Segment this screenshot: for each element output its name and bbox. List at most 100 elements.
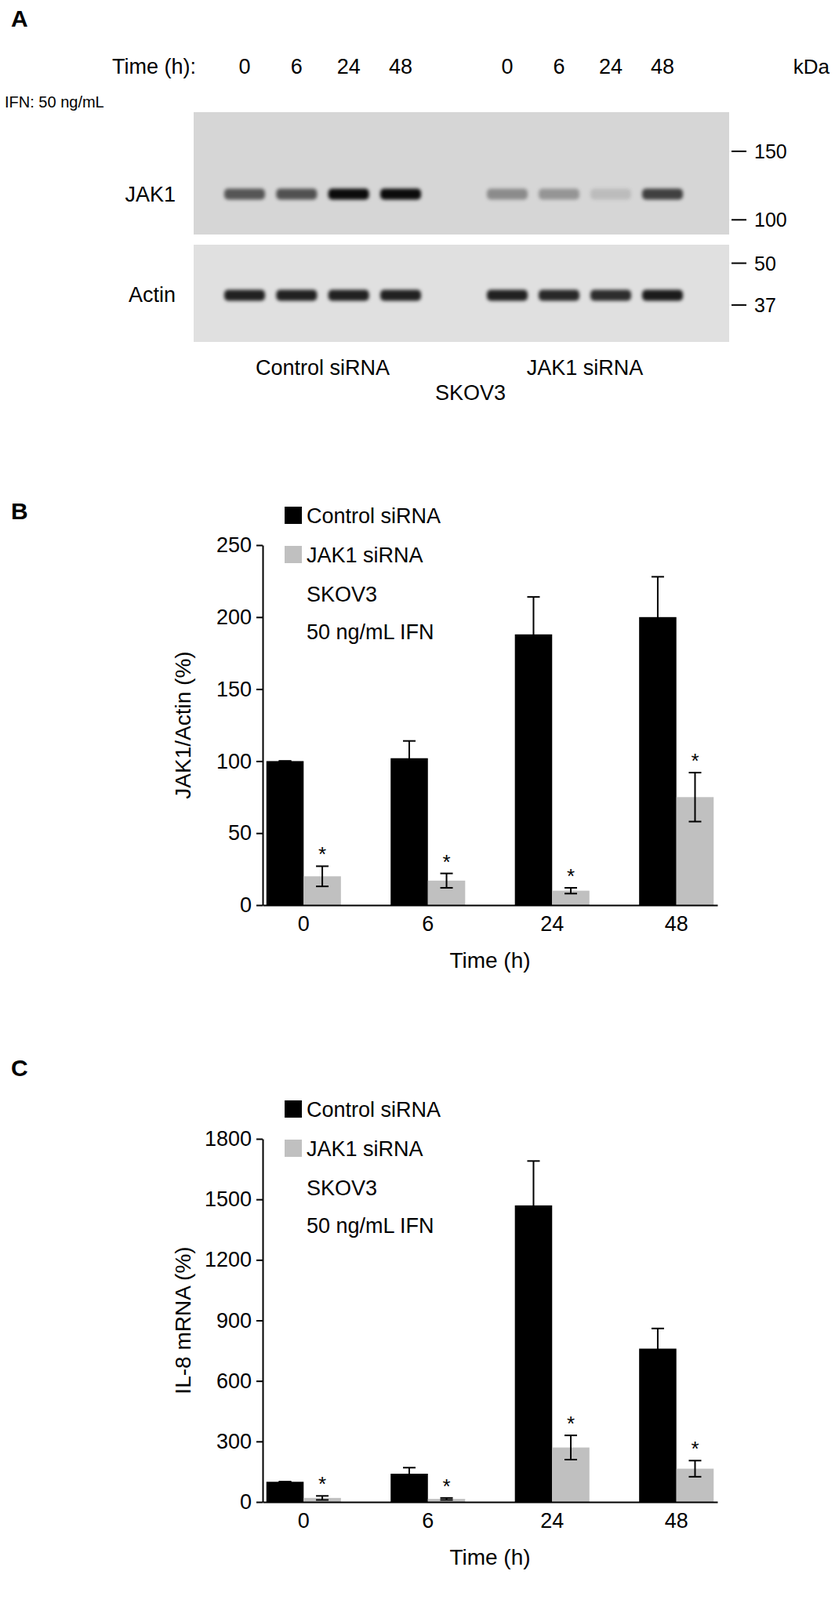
blot-row-label: Actin [128, 283, 176, 307]
blot-band [538, 289, 580, 301]
error-cap [402, 774, 416, 777]
error-bar [564, 887, 578, 894]
bar [515, 634, 553, 905]
error-bar [315, 865, 329, 886]
error-bar [564, 1434, 578, 1460]
error-cap [440, 1498, 454, 1500]
panel-label: A [10, 5, 29, 32]
error-cap [651, 1327, 665, 1329]
error-cap [402, 1478, 416, 1481]
error-cap [651, 575, 665, 578]
y-axis: 0300600900120015001800 [204, 1126, 264, 1514]
error-bar [526, 596, 540, 672]
error-bar [440, 873, 454, 888]
error-stem [693, 1459, 696, 1477]
error-cap [526, 671, 540, 673]
annotation: SKOV3 [306, 1176, 378, 1200]
bar [428, 1498, 466, 1502]
significance: * [318, 1471, 327, 1496]
y-tick-label: 50 [228, 820, 252, 845]
error-stem [657, 576, 659, 658]
y-tick-label: 150 [216, 677, 252, 701]
marker-label: 37 [754, 294, 777, 316]
blot-band [486, 188, 528, 200]
lane-time: 24 [337, 54, 361, 79]
x-tick: 48 [664, 1501, 689, 1533]
error-stem [569, 887, 572, 894]
y-tick-label: 1500 [204, 1187, 252, 1211]
lane-time: 48 [650, 54, 675, 79]
blot-band [590, 188, 632, 200]
x-tick-label: 0 [297, 1508, 310, 1533]
bar [551, 890, 590, 905]
bar [390, 758, 429, 905]
y-tick-label: 1200 [204, 1247, 252, 1271]
y-axis-title: JAK1/Actin (%) [170, 650, 196, 799]
cell-line-label: SKOV3 [435, 381, 506, 405]
x-axis: 062448 [263, 904, 719, 936]
significance: * [442, 1473, 451, 1498]
lane-time: 6 [290, 54, 303, 79]
blot-band [642, 289, 683, 301]
marker-dash [731, 218, 747, 221]
error-cap [279, 759, 292, 762]
significance: * [690, 748, 699, 773]
blot-band [380, 289, 422, 301]
blot-band [275, 188, 317, 200]
x-tick: 24 [540, 904, 564, 936]
lane-time: 24 [599, 54, 623, 79]
panel-label: C [10, 1054, 29, 1081]
y-tick-mark [256, 1379, 263, 1382]
x-tick-label: 0 [297, 911, 310, 936]
legend: Control siRNAJAK1 siRNASKOV350 ng/mL IFN [284, 504, 441, 644]
lane-time: 6 [552, 54, 565, 79]
unit-label: kDa [793, 54, 831, 79]
blot-band [380, 188, 422, 200]
legend-label: Control siRNA [306, 504, 441, 528]
x-tick-label: 24 [540, 1508, 564, 1533]
x-tick: 6 [421, 1501, 434, 1533]
error-stem [408, 1466, 411, 1479]
y-tick-mark [256, 904, 263, 907]
x-tick-label: 24 [540, 911, 564, 936]
x-axis-title: Time (h) [449, 1544, 531, 1569]
error-stem [693, 772, 696, 821]
group-label: Control siRNA [255, 355, 390, 380]
x-tick: 24 [540, 1501, 564, 1533]
error-bar [440, 1497, 454, 1500]
y-tick: 100 [216, 749, 263, 774]
legend-label: JAK1 siRNA [306, 543, 424, 567]
error-cap [688, 1475, 701, 1478]
error-bar [315, 1495, 329, 1500]
bar [266, 760, 305, 905]
blot-band [224, 289, 266, 301]
bar [266, 1481, 305, 1502]
blot-row-label: JAK1 [124, 182, 176, 207]
error-stem [446, 873, 448, 888]
annotation: SKOV3 [306, 582, 378, 607]
y-tick-mark [256, 1259, 263, 1261]
error-cap [526, 595, 540, 598]
x-tick-label: 6 [421, 911, 434, 936]
y-tick: 900 [216, 1308, 263, 1333]
blot-panel: ATime (h):IFN: 50 ng/mLkDa062448Control … [4, 5, 831, 405]
error-cap [315, 1498, 329, 1500]
y-tick: 1500 [204, 1187, 263, 1211]
x-axis-title: Time (h) [449, 947, 531, 973]
y-tick-mark [256, 1198, 263, 1201]
y-axis-line [262, 545, 265, 906]
y-tick: 1200 [204, 1247, 263, 1271]
error-stem [532, 596, 534, 672]
y-tick: 0 [239, 893, 263, 917]
error-cap [688, 820, 701, 823]
error-cap [440, 886, 454, 889]
y-tick-mark [256, 832, 263, 835]
blot-band [224, 188, 266, 200]
bar [638, 1348, 677, 1502]
y-tick: 300 [216, 1429, 263, 1453]
error-bar [279, 1481, 292, 1482]
y-tick-mark [256, 688, 263, 690]
plot-area [266, 576, 714, 905]
chart-panel: B****050100150200250062448Time (h)JAK1/A… [10, 497, 719, 973]
marker-dash [731, 304, 747, 306]
